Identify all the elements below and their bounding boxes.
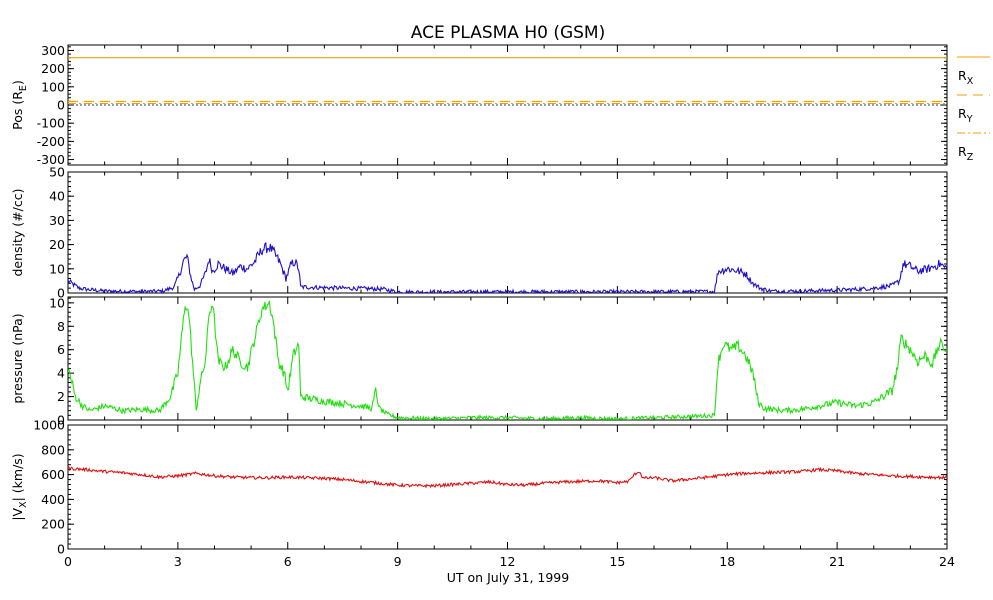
y-tick-label: -100 [37, 116, 65, 131]
legend-label-main: R [958, 68, 967, 83]
y-axis-label-main: |V [10, 507, 25, 520]
y-tick-label: 50 [49, 165, 65, 180]
y-tick-label: 8 [57, 319, 65, 334]
y-axis-label-sub: E [18, 85, 29, 91]
series-line-speed [68, 465, 947, 489]
legend-label-sub: Y [966, 114, 973, 125]
panel-frame-speed [67, 424, 948, 550]
panel-density: 0 10 20 30 40 50 density (#/cc) [10, 165, 948, 301]
legend-label-z: RZ [958, 144, 974, 163]
panel-speed: 0 200 400 600 800 1000 |VX| (km/s) 0 3 6 9 12 15 18 21… [10, 418, 955, 570]
y-tick-label: 200 [41, 61, 65, 76]
y-tick-label: 6 [57, 342, 65, 357]
legend-label-sub: Z [967, 152, 974, 163]
legend-label-y: RY [958, 106, 973, 125]
y-tick-label: 0 [57, 413, 65, 428]
panel-frame-pos [67, 44, 948, 166]
y-axis-label-pos: Pos (RE) [10, 80, 29, 130]
y-axis-label-main: density (#/cc) [10, 189, 25, 277]
x-tick-label: 24 [939, 554, 955, 569]
y-tick-label: 0 [57, 98, 65, 113]
y-axis-label-tail: ) [10, 80, 25, 85]
legend-label-main: R [958, 106, 967, 121]
y-tick-label: 300 [41, 43, 65, 58]
x-tick-label: 9 [394, 554, 402, 569]
y-tick-label: 40 [49, 189, 65, 204]
legend-label-x: RX [958, 68, 974, 87]
x-tick-label: 21 [829, 554, 845, 569]
x-tick-label: 0 [64, 554, 72, 569]
y-tick-label: 400 [41, 492, 65, 507]
x-tick-label: 6 [284, 554, 292, 569]
series-line-density [68, 241, 947, 293]
y-tick-label: 2 [57, 389, 65, 404]
panel-pressure: 0 2 4 6 8 10 pressure (nPa) [10, 295, 948, 428]
y-tick-label: 10 [49, 295, 65, 310]
x-axis-label: UT on July 31, 1999 [447, 570, 569, 585]
x-tick-label: 15 [609, 554, 625, 569]
y-axis-label-main: pressure (nPa) [10, 313, 25, 403]
x-tick-label: 3 [174, 554, 182, 569]
y-axis-label-pressure: pressure (nPa) [10, 313, 25, 403]
y-tick-label: 100 [41, 79, 65, 94]
y-tick-label: 0 [57, 286, 65, 301]
y-axis-label-speed: |VX| (km/s) [10, 453, 29, 520]
y-tick-label: 1000 [33, 418, 65, 433]
y-tick-label: -300 [37, 152, 65, 167]
y-tick-label: 20 [49, 237, 65, 252]
y-tick-label: 10 [49, 261, 65, 276]
x-tick-label: 12 [500, 554, 516, 569]
chart-title: ACE PLASMA H0 (GSM) [411, 23, 605, 43]
y-tick-label: 4 [57, 366, 65, 381]
y-axis-label-sub: X [18, 501, 29, 508]
y-axis-label-main: Pos (R [10, 91, 25, 130]
y-tick-label: 800 [41, 442, 65, 457]
y-tick-label: -200 [37, 134, 65, 149]
y-tick-label: 200 [41, 517, 65, 532]
legend-label-main: R [958, 144, 967, 159]
y-axis-label-density: density (#/cc) [10, 189, 25, 277]
x-tick-label: 18 [719, 554, 735, 569]
panel-frame-pressure [67, 296, 948, 421]
y-axis-label-tail: | (km/s) [10, 453, 25, 501]
legend-label-sub: X [967, 76, 974, 87]
panel-frame-density [67, 171, 948, 294]
series-line-pressure [68, 300, 947, 420]
y-tick-label: 600 [41, 467, 65, 482]
y-tick-label: 0 [57, 542, 65, 557]
y-tick-label: 30 [49, 213, 65, 228]
